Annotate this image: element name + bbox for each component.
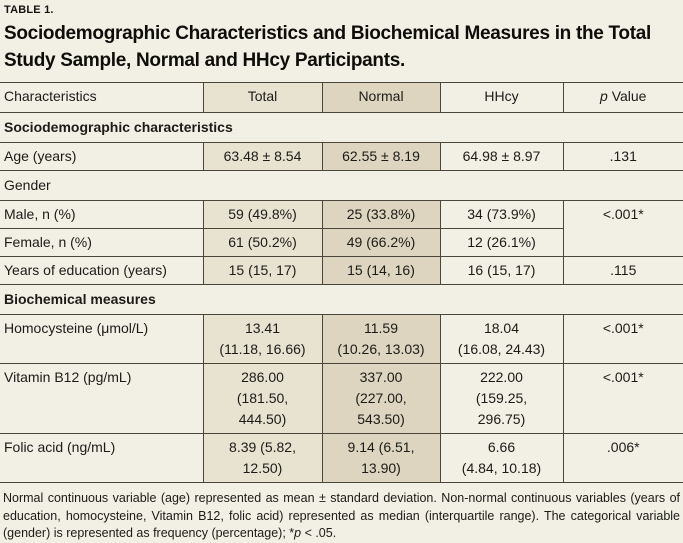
text-part: Value (607, 88, 647, 104)
table-row: Female, n (%) 61 (50.2%) 49 (66.2%) 12 (26.… (0, 228, 683, 257)
cell-p: .131 (562, 142, 683, 171)
cell-hhcy: 16 (15, 17) (439, 256, 563, 285)
text-part: Normal (358, 88, 404, 104)
row-label: Age (years) (0, 142, 203, 171)
row-label: Male, n (%) (0, 200, 203, 229)
cell-normal: 62.55 ± 8.19 (321, 142, 440, 171)
cell-p: <.001* (562, 363, 683, 434)
table-row: Vitamin B12 (pg/mL) 286.00 (181.50, 444.5… (0, 363, 683, 434)
text-part: < .05. (301, 526, 337, 540)
cell-p: <.001* (562, 200, 683, 257)
cell-normal: 25 (33.8%) (321, 200, 440, 229)
cell-hhcy: 12 (26.1%) (439, 228, 563, 257)
cell-total: 8.39 (5.82, 12.50) (202, 433, 322, 483)
section-label: Gender (0, 170, 683, 201)
text-part: Total (247, 88, 278, 104)
table-header: Characteristics Total Normal HHcy p Value (0, 82, 683, 113)
column-header-p-value: p Value (562, 82, 683, 113)
column-header-normal: Normal (321, 82, 440, 113)
column-header-characteristics: Characteristics (0, 82, 203, 113)
cell-total: 61 (50.2%) (202, 228, 322, 257)
cell-hhcy: 222.00 (159.25, 296.75) (439, 363, 563, 434)
column-header-total: Total (202, 82, 322, 113)
cell-p: <.001* (562, 314, 683, 364)
table-title: Sociodemographic Characteristics and Bio… (4, 23, 652, 71)
row-label: Years of education (years) (0, 256, 203, 285)
cell-hhcy: 18.04 (16.08, 24.43) (439, 314, 563, 364)
text-part: Normal continuous variable (age) represe… (3, 491, 680, 540)
table-row: Age (years) 63.48 ± 8.54 62.55 ± 8.19 64.98… (0, 142, 683, 171)
section-label: Biochemical measures (0, 284, 683, 315)
cell-total: 59 (49.8%) (202, 200, 322, 229)
column-header-hhcy: HHcy (439, 82, 563, 113)
cell-hhcy: 6.66 (4.84, 10.18) (439, 433, 563, 483)
cell-total: 13.41 (11.18, 16.66) (202, 314, 322, 364)
cell-p: .006* (562, 433, 683, 483)
characteristics-table: Characteristics Total Normal HHcy p Value So… (0, 82, 683, 483)
italic-text: p (294, 526, 302, 540)
cell-p: .115 (562, 256, 683, 285)
row-label: Vitamin B12 (pg/mL) (0, 363, 203, 434)
text-part: HHcy (484, 88, 519, 104)
cell-total: 286.00 (181.50, 444.50) (202, 363, 322, 434)
table-footnote: Normal continuous variable (age) represe… (3, 490, 680, 543)
table-row: Years of education (years) 15 (15, 17) 15 … (0, 256, 683, 285)
table-row: Folic acid (ng/mL) 8.39 (5.82, 12.50) 9.14… (0, 433, 683, 483)
cell-normal: 11.59 (10.26, 13.03) (321, 314, 440, 364)
cell-hhcy: 64.98 ± 8.97 (439, 142, 563, 171)
section-row: Gender (0, 170, 683, 201)
row-label: Female, n (%) (0, 228, 203, 257)
table-row: Male, n (%) 59 (49.8%) 25 (33.8%) 34 (73.9%… (0, 200, 683, 257)
cell-total: 63.48 ± 8.54 (202, 142, 322, 171)
cell-total: 15 (15, 17) (202, 256, 322, 285)
table-row: Homocysteine (μmol/L) 13.41 (11.18, 16.66… (0, 314, 683, 364)
text-part: Characteristics (4, 88, 97, 104)
section-row: Biochemical measures (0, 284, 683, 315)
row-label: Homocysteine (μmol/L) (0, 314, 203, 364)
table-body: Sociodemographic characteristics Age (yea… (0, 112, 683, 483)
cell-normal: 49 (66.2%) (321, 228, 440, 257)
cell-hhcy: 34 (73.9%) (439, 200, 563, 229)
cell-normal: 15 (14, 16) (321, 256, 440, 285)
section-label: Sociodemographic characteristics (0, 112, 683, 143)
italic-text: p (600, 88, 608, 104)
cell-normal: 9.14 (6.51, 13.90) (321, 433, 440, 483)
cell-normal: 337.00 (227.00, 543.50) (321, 363, 440, 434)
header-row: Characteristics Total Normal HHcy p Value (0, 82, 683, 113)
table-label: TABLE 1. (4, 4, 54, 16)
section-row: Sociodemographic characteristics (0, 112, 683, 143)
row-label: Folic acid (ng/mL) (0, 433, 203, 483)
